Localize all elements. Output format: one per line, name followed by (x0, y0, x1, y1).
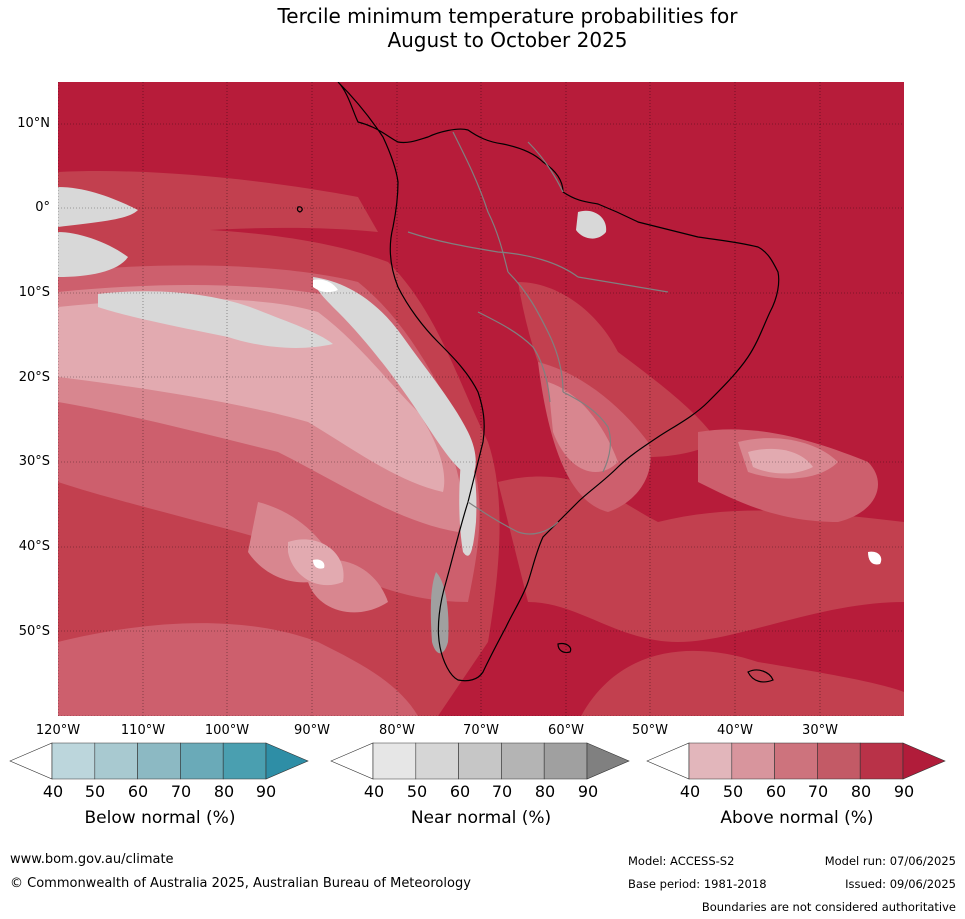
lon-label-50w: 50°W (632, 723, 668, 738)
colorbar-below-swatches (9, 742, 309, 780)
map-canvas (58, 82, 904, 716)
colorbar-below-tick: 90 (255, 782, 277, 801)
copyright-text: © Commonwealth of Australia 2025, Austra… (10, 876, 471, 891)
boundaries-disclaimer: Boundaries are not considered authoritat… (701, 900, 956, 914)
coastline (296, 82, 780, 683)
lon-label-70w: 70°W (463, 723, 499, 738)
colorbar-above-bin-5 (859, 742, 904, 780)
colorbar-near-tick: 50 (406, 782, 428, 801)
colorbar-near-bin-3 (458, 742, 502, 780)
colorbar-below-bin-3 (137, 742, 181, 780)
colorbar-near-tick: 70 (491, 782, 513, 801)
colorbar-above-tick: 40 (679, 782, 701, 801)
issued-date: Issued: 09/06/2025 (845, 877, 956, 891)
colorbar-near-bin-1 (372, 742, 417, 780)
colorbar-above-high-extend (902, 742, 946, 780)
white-regions (313, 279, 882, 569)
colorbar-below-low-extend (9, 742, 53, 780)
map-title-line-1: Tercile minimum temperature probabilitie… (277, 4, 738, 28)
colorbar-below-title: Below normal (%) (84, 808, 236, 828)
lon-label-30w: 30°W (802, 723, 838, 738)
lon-label-90w: 90°W (294, 723, 330, 738)
base-period: Base period: 1981-2018 (628, 877, 767, 891)
lon-label-40w: 40°W (717, 723, 753, 738)
colorbar-near-tick: 90 (577, 782, 599, 801)
colorbar-above-low-extend (646, 742, 690, 780)
colorbar-below-tick: 40 (42, 782, 64, 801)
lat-label-20s: 20°S (18, 370, 50, 385)
model-name: Model: ACCESS-S2 (628, 854, 735, 868)
colorbar-near (330, 742, 631, 780)
colorbar-near-tick: 40 (363, 782, 385, 801)
colorbar-above (646, 742, 947, 780)
colorbar-near-tick: 80 (534, 782, 556, 801)
lat-label-30s: 30°S (18, 454, 50, 469)
map-title-line-2: August to October 2025 (387, 28, 628, 52)
colorbar-below-tick: 50 (84, 782, 106, 801)
colorbar-above-title: Above normal (%) (720, 808, 874, 828)
colorbar-above-tick: 50 (722, 782, 744, 801)
colorbar-above-bin-3 (774, 742, 818, 780)
colorbar-above-tick: 60 (765, 782, 787, 801)
colorbar-near-low-extend (330, 742, 374, 780)
lat-label-40s: 40°S (18, 539, 50, 554)
colorbar-below-bin-2 (94, 742, 138, 780)
lat-label-50s: 50°S (18, 624, 50, 639)
lat-label-0: 0° (35, 200, 50, 215)
colorbar-below-tick: 80 (213, 782, 235, 801)
colorbar-below-bin-5 (222, 742, 267, 780)
colorbar-below-tick: 70 (170, 782, 192, 801)
colorbar-above-tick: 70 (807, 782, 829, 801)
model-run-date: Model run: 07/06/2025 (824, 854, 956, 868)
colorbar-below-bin-1 (51, 742, 96, 780)
colorbar-near-bin-4 (501, 742, 545, 780)
colorbar-above-tick: 90 (893, 782, 915, 801)
colorbar-above-bin-1 (688, 742, 733, 780)
lat-label-10s: 10°S (18, 285, 50, 300)
colorbar-below-high-extend (265, 742, 309, 780)
colorbar-below-tick: 60 (127, 782, 149, 801)
lon-label-60w: 60°W (548, 723, 584, 738)
map-title: Tercile minimum temperature probabilitie… (0, 4, 965, 52)
colorbar-below (9, 742, 310, 780)
website-link[interactable]: www.bom.gov.au/climate (10, 852, 174, 867)
country-borders (407, 131, 669, 535)
colorbar-near-bin-5 (543, 742, 588, 780)
lon-label-80w: 80°W (379, 723, 415, 738)
colorbar-near-high-extend (586, 742, 630, 780)
colorbar-above-bin-2 (731, 742, 775, 780)
colorbar-above-bin-4 (817, 742, 861, 780)
lat-label-10n: 10°N (17, 116, 50, 131)
lon-label-110w: 110°W (120, 723, 166, 738)
colorbar-near-title: Near normal (%) (410, 808, 552, 828)
colorbar-above-tick: 80 (850, 782, 872, 801)
lon-label-100w: 100°W (204, 723, 250, 738)
colorbar-near-bin-2 (415, 742, 459, 780)
probability-map (58, 82, 904, 716)
colorbar-below-bin-4 (180, 742, 224, 780)
colorbar-near-tick: 60 (449, 782, 471, 801)
colorbar-near-swatches (330, 742, 630, 780)
lon-label-120w: 120°W (35, 723, 81, 738)
colorbar-above-swatches (646, 742, 946, 780)
graticule (58, 82, 904, 716)
